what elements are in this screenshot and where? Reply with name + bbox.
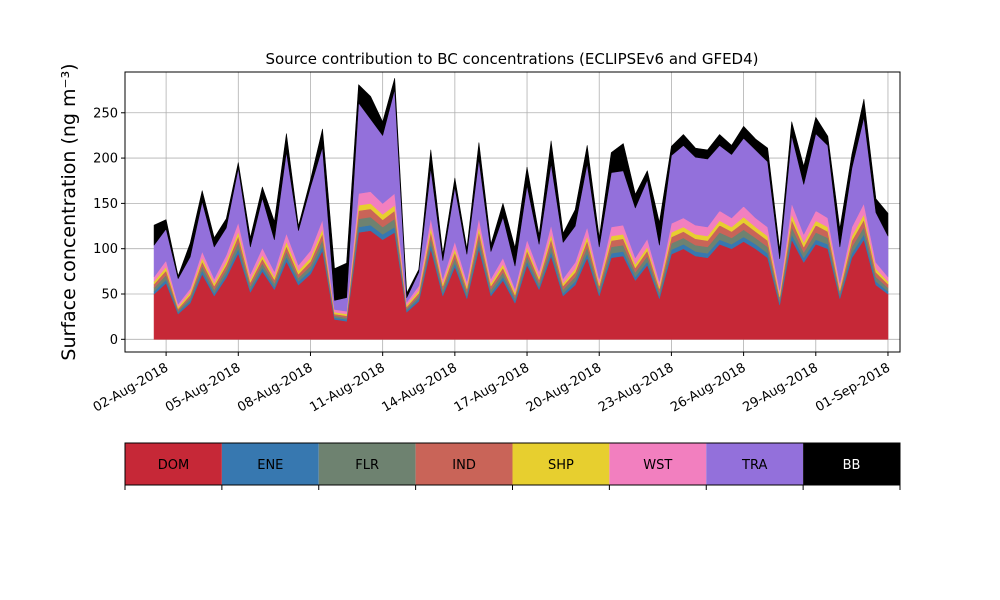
x-tick-label: 29-Aug-2018	[740, 360, 820, 415]
y-axis-label: Surface concentration (ng m⁻³)	[58, 63, 80, 360]
x-tick-label: 08-Aug-2018	[235, 360, 315, 415]
x-tick-label: 02-Aug-2018	[91, 360, 171, 415]
y-tick-label: 100	[93, 242, 118, 257]
legend-swatch-flr	[318, 443, 416, 485]
legend-swatch-ene	[221, 443, 319, 485]
y-tick-label: 0	[110, 333, 118, 348]
x-tick-label: 05-Aug-2018	[163, 360, 243, 415]
legend-label-bb: BB	[843, 458, 861, 473]
y-tick-label: 250	[93, 106, 118, 121]
legend-swatch-bb	[803, 443, 900, 485]
y-tick-label: 200	[93, 152, 118, 167]
chart-title: Source contribution to BC concentrations…	[265, 50, 758, 68]
y-tick-label: 150	[93, 197, 118, 212]
x-tick-label: 01-Sep-2018	[813, 360, 893, 415]
plot-frame	[124, 71, 901, 353]
legend-label-ene: ENE	[257, 458, 283, 473]
legend-label-tra: TRA	[741, 458, 767, 473]
legend-swatch-tra	[706, 443, 804, 485]
area-bb	[153, 78, 889, 301]
legend-label-wst: WST	[643, 458, 672, 473]
legend-swatch-ind	[415, 443, 513, 485]
x-tick-label: 23-Aug-2018	[596, 360, 676, 415]
x-tick-label: 20-Aug-2018	[524, 360, 604, 415]
legend-swatch-dom	[125, 443, 222, 485]
legend-label-flr: FLR	[355, 458, 379, 473]
legend-label-ind: IND	[452, 458, 476, 473]
x-tick-label: 26-Aug-2018	[668, 360, 748, 415]
color-legend: DOM ENE FLR IND SHP WST TRA BB	[124, 442, 901, 490]
y-tick-label: 50	[101, 288, 118, 303]
legend-swatch-shp	[512, 443, 610, 485]
stacked-areas	[153, 78, 889, 340]
legend-label-dom: DOM	[158, 458, 189, 473]
x-tick-label: 17-Aug-2018	[452, 360, 532, 415]
x-tick-label: 11-Aug-2018	[307, 360, 387, 415]
legend-label-shp: SHP	[548, 458, 574, 473]
legend-swatch-wst	[609, 443, 707, 485]
x-tick-label: 14-Aug-2018	[380, 360, 460, 415]
